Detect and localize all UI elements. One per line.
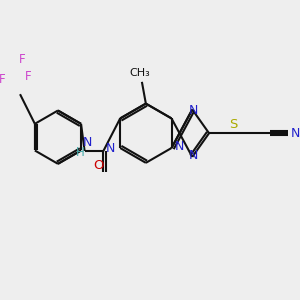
Text: H: H: [76, 146, 85, 160]
Text: F: F: [0, 73, 6, 86]
Text: S: S: [230, 118, 238, 131]
Text: N: N: [189, 104, 198, 117]
Text: N: N: [290, 127, 300, 140]
Text: N: N: [189, 149, 198, 162]
Text: N: N: [175, 140, 184, 152]
Text: N: N: [83, 136, 92, 148]
Text: CH₃: CH₃: [130, 68, 150, 78]
Text: F: F: [19, 53, 25, 66]
Text: O: O: [93, 159, 104, 172]
Text: N: N: [106, 142, 115, 154]
Text: F: F: [25, 70, 31, 83]
